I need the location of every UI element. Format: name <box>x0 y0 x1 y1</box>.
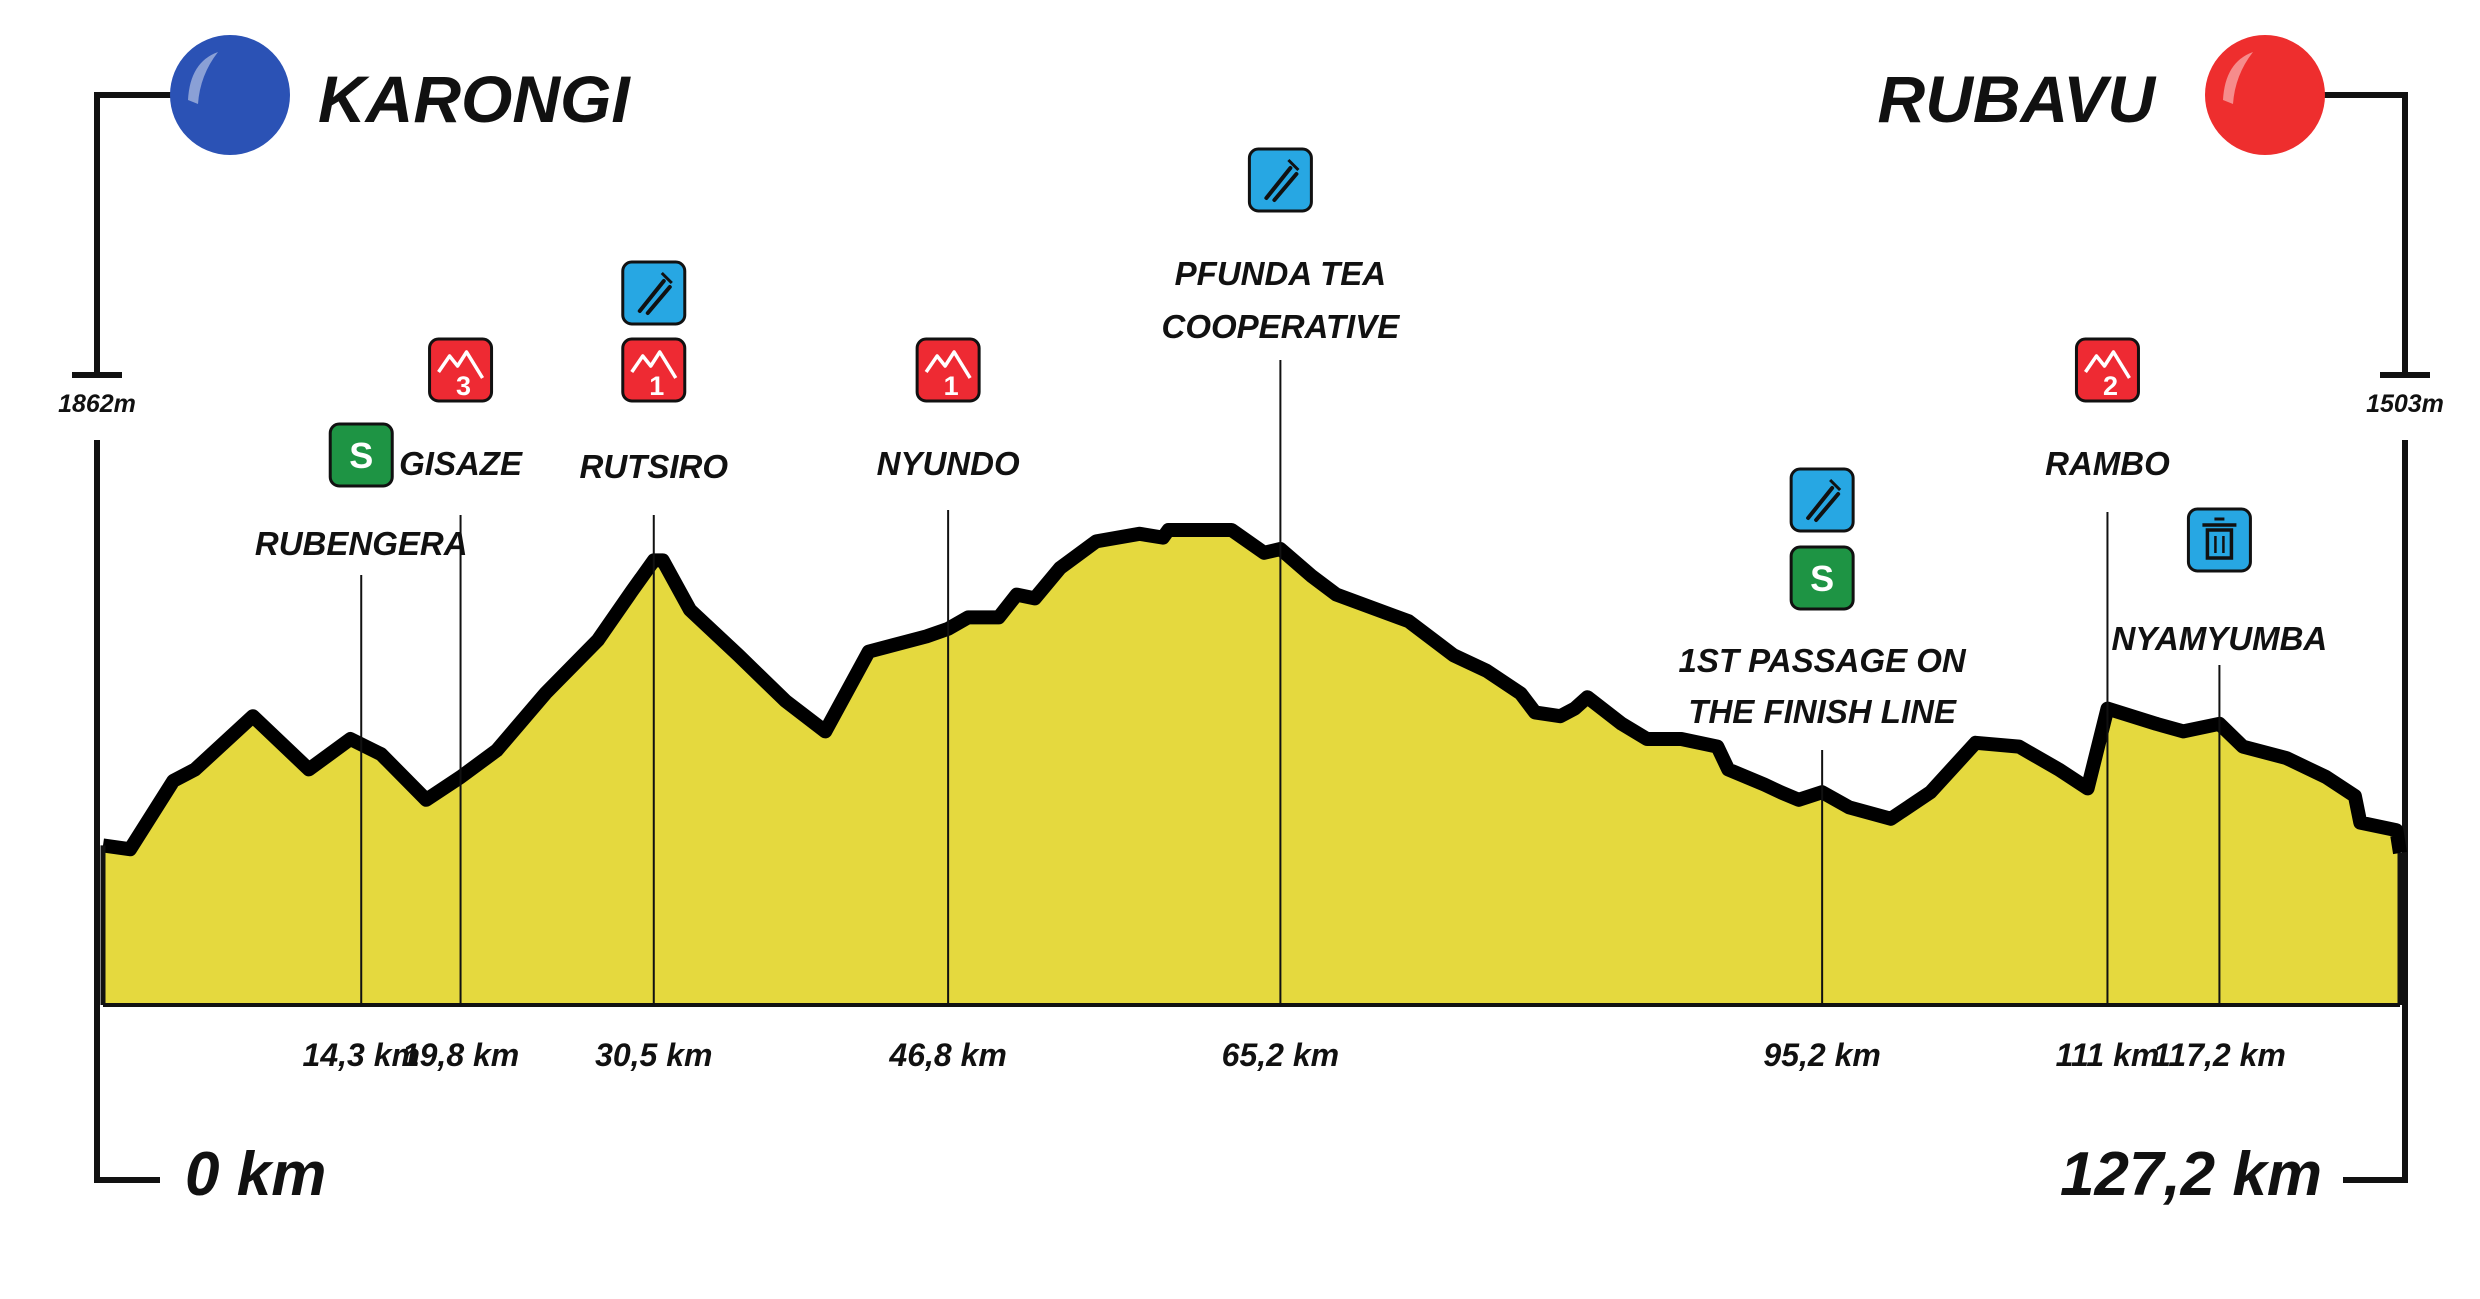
marker-name-line: COOPERATIVE <box>1162 308 1401 345</box>
marker-name-line: THE FINISH LINE <box>1688 693 1957 730</box>
sprint-letter: S <box>349 435 373 476</box>
sprint-icon: S <box>328 422 394 488</box>
marker-6: RAMBO 111 km 2 <box>2045 337 2170 1073</box>
elevation-profile <box>100 523 2407 1007</box>
marker-layer: RUBENGERA 14,3 km S GISAZE 19,8 km 3 RUTSIRO 30… <box>255 147 2328 1073</box>
climb-category: 1 <box>649 371 664 401</box>
marker-km-label: 111 km <box>2056 1037 2160 1073</box>
start-circle-highlight <box>188 52 218 104</box>
climb-icon: 1 <box>915 337 981 403</box>
finish-distance-label: 127,2 km <box>2060 1140 2322 1209</box>
finish-circle-highlight <box>2223 52 2253 104</box>
marker-name: NYUNDO <box>877 445 1020 482</box>
profile-area <box>103 530 2400 1005</box>
feed-zone-icon <box>621 260 687 326</box>
climb-category: 2 <box>2103 371 2118 401</box>
marker-5: 1ST PASSAGE ON THE FINISH LINE 95,2 km S <box>1678 467 1967 1073</box>
feed-zone-icon <box>1247 147 1313 213</box>
marker-name-line: PFUNDA TEA <box>1175 255 1386 292</box>
start-altitude-label: 1862m <box>58 390 136 418</box>
climb-category: 3 <box>456 371 471 401</box>
finish-city-label: RUBAVU <box>1878 62 2158 136</box>
marker-km-label: 19,8 km <box>402 1037 519 1073</box>
marker-km-label: 14,3 km <box>303 1037 420 1073</box>
marker-name: RUTSIRO <box>580 448 729 485</box>
climb-icon: 3 <box>428 337 494 403</box>
marker-2: RUTSIRO 30,5 km 1 <box>580 260 729 1073</box>
frame-brackets <box>72 92 2430 1183</box>
marker-3: NYUNDO 46,8 km 1 <box>877 337 1020 1073</box>
marker-km-label: 65,2 km <box>1222 1037 1339 1073</box>
marker-name: NYAMYUMBA <box>2112 620 2328 657</box>
profile-line <box>102 523 2407 857</box>
marker-km-label: 30,5 km <box>595 1037 712 1073</box>
finish-altitude-label: 1503m <box>2366 390 2444 418</box>
sprint-icon: S <box>1789 545 1855 611</box>
marker-name: RAMBO <box>2045 445 2170 482</box>
feed-zone-icon <box>1789 467 1855 533</box>
marker-7: NYAMYUMBA 117,2 km <box>2112 507 2328 1073</box>
marker-4: PFUNDA TEA COOPERATIVE 65,2 km <box>1162 147 1401 1073</box>
start-circle-icon <box>170 35 290 155</box>
start-distance-label: 0 km <box>185 1140 326 1209</box>
climb-icon: 2 <box>2074 337 2140 403</box>
marker-0: RUBENGERA 14,3 km S <box>255 422 468 1073</box>
finish-circle-icon <box>2205 35 2325 155</box>
marker-name-line: 1ST PASSAGE ON <box>1678 642 1966 679</box>
marker-1: GISAZE 19,8 km 3 <box>399 337 523 1073</box>
marker-name: GISAZE <box>399 445 523 482</box>
climb-icon: 1 <box>621 337 687 403</box>
marker-name: RUBENGERA <box>255 525 468 562</box>
sprint-letter: S <box>1810 558 1834 599</box>
marker-km-label: 117,2 km <box>2153 1037 2286 1073</box>
waste-zone-icon <box>2186 507 2252 573</box>
climb-category: 1 <box>944 371 959 401</box>
marker-km-label: 46,8 km <box>888 1037 1006 1073</box>
start-city-label: KARONGI <box>318 62 631 136</box>
marker-km-label: 95,2 km <box>1763 1037 1880 1073</box>
